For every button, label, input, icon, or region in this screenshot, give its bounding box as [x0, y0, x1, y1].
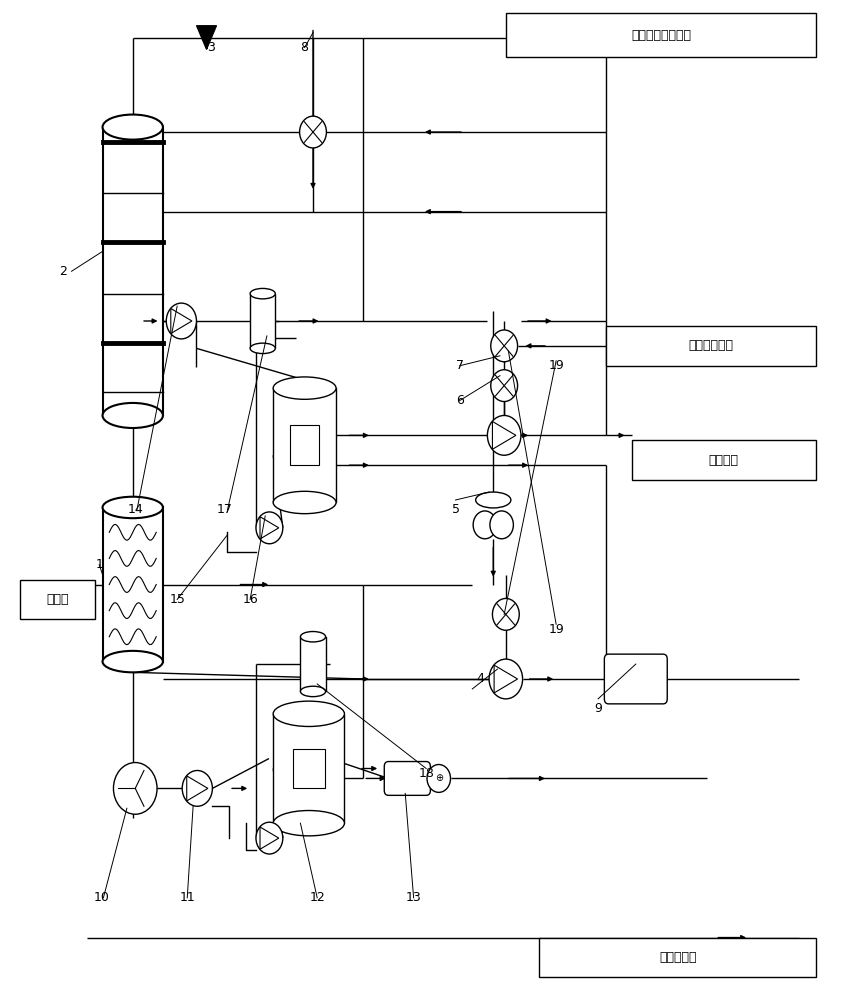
Polygon shape — [494, 665, 517, 693]
Text: 15: 15 — [170, 593, 185, 606]
Circle shape — [113, 763, 157, 814]
Polygon shape — [260, 827, 279, 849]
Ellipse shape — [103, 403, 163, 428]
Text: 2: 2 — [59, 265, 67, 278]
Bar — [300, 637, 326, 691]
Bar — [19, 580, 95, 619]
Polygon shape — [260, 517, 279, 539]
Text: 7: 7 — [456, 359, 463, 372]
Bar — [631, 440, 816, 480]
Text: 产品气去烯烃分离: 产品气去烯烃分离 — [631, 29, 691, 42]
FancyBboxPatch shape — [384, 762, 430, 795]
Ellipse shape — [300, 632, 326, 642]
Text: 6: 6 — [456, 394, 463, 407]
Text: 反应气: 反应气 — [46, 593, 68, 606]
Text: 8: 8 — [300, 41, 309, 54]
Bar — [250, 294, 275, 348]
Ellipse shape — [103, 497, 163, 518]
Circle shape — [256, 822, 283, 854]
Bar — [607, 326, 816, 366]
Circle shape — [182, 770, 213, 806]
Bar — [539, 938, 816, 977]
Circle shape — [490, 370, 517, 402]
Bar — [290, 425, 319, 465]
Bar — [293, 749, 325, 788]
Circle shape — [427, 765, 451, 792]
Text: 19: 19 — [549, 623, 564, 636]
Text: 11: 11 — [180, 891, 195, 904]
Text: 5: 5 — [452, 503, 459, 516]
Text: 催化剂回收: 催化剂回收 — [659, 951, 696, 964]
Text: 12: 12 — [309, 891, 325, 904]
Bar — [506, 13, 816, 57]
Circle shape — [166, 303, 197, 339]
Bar — [273, 388, 336, 502]
Polygon shape — [170, 308, 192, 334]
Ellipse shape — [273, 491, 336, 514]
Circle shape — [256, 512, 283, 544]
FancyBboxPatch shape — [604, 654, 668, 704]
Circle shape — [473, 511, 496, 539]
Ellipse shape — [273, 701, 344, 726]
Text: ⊕: ⊕ — [435, 773, 443, 783]
Text: 18: 18 — [419, 767, 434, 780]
Polygon shape — [492, 421, 516, 449]
Ellipse shape — [273, 811, 344, 836]
Circle shape — [300, 116, 327, 148]
Ellipse shape — [300, 686, 326, 697]
Bar — [103, 507, 163, 662]
Ellipse shape — [250, 343, 275, 354]
Polygon shape — [187, 776, 208, 801]
Circle shape — [490, 330, 517, 362]
Ellipse shape — [273, 377, 336, 399]
Ellipse shape — [103, 651, 163, 672]
Text: 14: 14 — [127, 503, 143, 516]
Bar — [273, 714, 344, 823]
Circle shape — [490, 511, 513, 539]
Bar — [103, 127, 163, 415]
Ellipse shape — [476, 492, 511, 508]
Text: 9: 9 — [594, 702, 602, 715]
Text: 1: 1 — [95, 558, 103, 571]
Text: 至汽提塔: 至汽提塔 — [709, 454, 738, 467]
Ellipse shape — [250, 288, 275, 299]
Text: 19: 19 — [549, 359, 564, 372]
Circle shape — [489, 659, 522, 699]
Text: 3: 3 — [207, 41, 214, 54]
Circle shape — [487, 415, 521, 455]
Polygon shape — [197, 26, 217, 50]
Text: 13: 13 — [406, 891, 421, 904]
Text: 污水至汽提塔: 污水至汽提塔 — [689, 339, 733, 352]
Text: 4: 4 — [477, 672, 484, 686]
Ellipse shape — [103, 115, 163, 140]
Text: 10: 10 — [94, 891, 110, 904]
Text: 16: 16 — [242, 593, 258, 606]
Circle shape — [492, 598, 519, 630]
Text: 17: 17 — [217, 503, 233, 516]
